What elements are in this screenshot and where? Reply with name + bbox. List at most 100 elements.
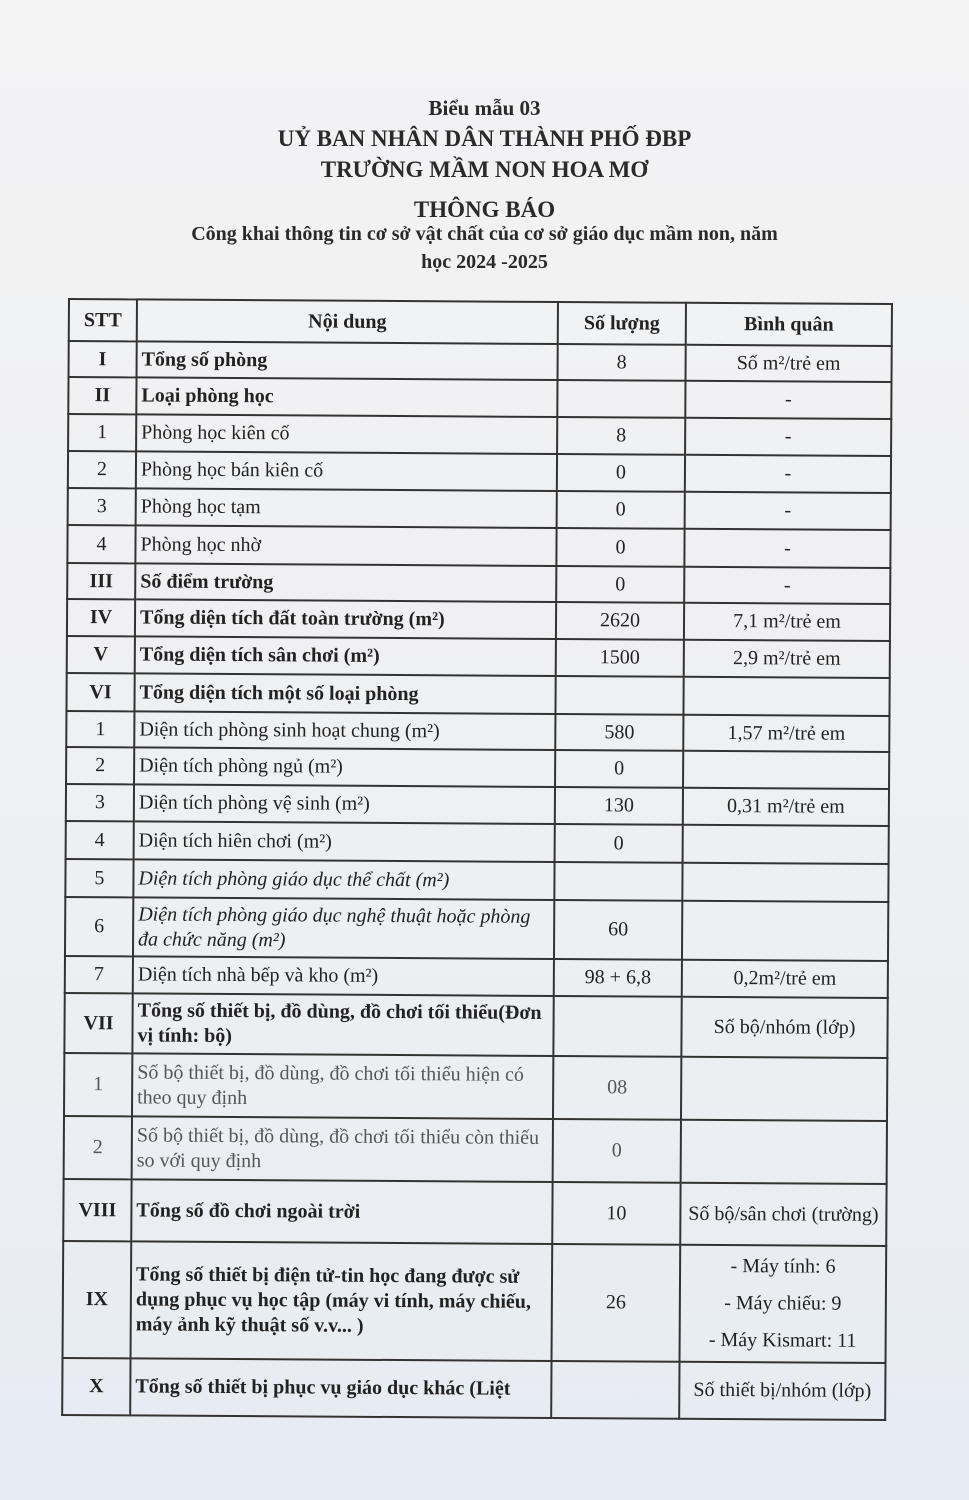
row-average	[683, 750, 890, 790]
row-quantity: 1500	[555, 638, 684, 677]
row-quantity: 8	[557, 416, 686, 455]
row-quantity: 0	[556, 527, 685, 567]
table-row: V Tổng diện tích sân chơi (m²) 1500 2,9 m²/…	[66, 635, 890, 679]
row-content: Phòng học nhờ	[135, 525, 557, 566]
table-row: VI Tổng diện tích một số loại phòng	[66, 672, 890, 717]
row-quantity: 98 + 6,8	[553, 958, 682, 997]
row-stt: V	[66, 635, 135, 674]
row-quantity	[553, 995, 682, 1057]
row-content: Tổng số thiết bị phục vụ giáo dục khác (…	[130, 1358, 552, 1418]
row-average: 1,57 m²/trẻ em	[683, 714, 890, 753]
row-stt: 4	[67, 525, 136, 564]
row-average	[680, 1119, 887, 1185]
row-average: Số bộ/sân chơi (trường)	[680, 1182, 887, 1247]
doc-subtitle-line1: Công khai thông tin cơ sở vật chất của c…	[191, 223, 778, 245]
row-stt: VII	[64, 992, 133, 1054]
table-row: 3 Phòng học tạm 0-	[67, 488, 891, 531]
row-content: Số điểm trường	[135, 563, 557, 602]
table-row: 6 Diện tích phòng giáo dục nghệ thuật hoặ…	[64, 896, 889, 962]
row-average: 2,9 m²/trẻ em	[683, 639, 890, 679]
table-row: 5 Diện tích phòng giáo dục thể chất (m²)	[65, 858, 889, 903]
row-average: -	[684, 454, 892, 494]
row-content: Diện tích phòng giáo dục thể chất (m²)	[133, 859, 555, 900]
table-row: 1 Phòng học kiên cố 8-	[68, 414, 892, 457]
row-quantity: 580	[555, 713, 684, 751]
row-content: Diện tích hiên chơi (m²)	[133, 821, 555, 862]
row-quantity: 08	[552, 1055, 682, 1120]
col-header-quantity: Số lượng	[557, 301, 686, 345]
row-content: Diện tích phòng sinh hoạt chung (m²)	[134, 711, 556, 750]
row-stt: II	[68, 377, 137, 415]
row-quantity	[557, 379, 686, 418]
row-average	[682, 824, 889, 865]
table-row: X Tổng số thiết bị phục vụ giáo dục khác …	[62, 1357, 886, 1421]
row-stt: 5	[65, 858, 134, 898]
average-list-item: - Máy tính: 6	[730, 1255, 836, 1278]
row-quantity	[554, 861, 683, 901]
row-content: Tổng diện tích đất toàn trường (m²)	[134, 599, 557, 639]
row-quantity: 2620	[555, 601, 685, 640]
facilities-table: STT Nội dung Số lượng Bình quân I Tổng số…	[61, 298, 893, 1421]
row-quantity: 0	[556, 453, 686, 492]
doc-title: THÔNG BÁO	[413, 197, 556, 222]
row-quantity: 0	[556, 565, 685, 603]
row-average: -	[685, 417, 892, 457]
table-row: I Tổng số phòng 8 Số m²/trẻ em	[68, 341, 892, 383]
average-list-item: - Máy chiếu: 9	[724, 1292, 842, 1315]
row-average: Số bộ/nhóm (lớp)	[681, 996, 888, 1059]
row-average: -	[685, 380, 892, 420]
row-content: Phòng học kiên cố	[136, 414, 558, 454]
average-list-item: - Máy Kismart: 11	[708, 1328, 857, 1352]
row-quantity: 60	[553, 899, 683, 960]
row-content: Tổng số đồ chơi ngoài trời	[131, 1179, 553, 1244]
table-row: 7 Diện tích nhà bếp và kho (m²) 98 + 6,8 0,…	[64, 955, 888, 999]
table-row: 2 Phòng học bán kiên cố 0-	[67, 451, 892, 494]
form-number: Biểu mẫu 03	[428, 96, 541, 120]
table-row: II Loại phòng học -	[68, 377, 892, 420]
row-quantity: 0	[552, 1118, 681, 1183]
table-row: 3 Diện tích phòng vệ sinh (m²) 130 0,31 m²/…	[65, 783, 890, 827]
row-stt: 3	[67, 488, 136, 526]
table-row: 4 Diện tích hiên chơi (m²) 0	[65, 820, 889, 865]
col-header-stt: STT	[68, 299, 137, 342]
row-content: Loại phòng học	[136, 377, 558, 417]
row-average	[683, 676, 890, 717]
row-content: Tổng diện tích sân chơi (m²)	[134, 636, 556, 676]
row-quantity: 0	[556, 490, 685, 529]
row-stt: 1	[64, 1052, 133, 1117]
row-content: Diện tích phòng ngủ (m²)	[134, 747, 556, 787]
row-average-list: - Máy tính: 6 - Máy chiếu: 9 - Máy Kismart…	[679, 1244, 887, 1364]
row-content: Diện tích nhà bếp và kho (m²)	[132, 956, 554, 996]
row-quantity	[551, 1360, 680, 1419]
row-stt: 2	[66, 746, 135, 785]
row-average	[680, 1056, 888, 1122]
row-average	[681, 900, 889, 962]
doc-subtitle-line2: học 2024 -2025	[421, 251, 548, 273]
row-average: 7,1 m²/trẻ em	[683, 602, 891, 642]
row-content: Tổng diện tích một số loại phòng	[134, 673, 556, 714]
row-stt: X	[62, 1357, 131, 1416]
authority-name: UỶ BAN NHÂN DÂN THÀNH PHỐ ĐBP	[277, 126, 692, 151]
row-average: -	[684, 566, 891, 605]
row-content: Tổng số thiết bị điện tử-tin học đang đư…	[130, 1241, 553, 1361]
row-stt: 2	[67, 451, 137, 489]
row-quantity	[555, 675, 684, 715]
row-quantity: 26	[551, 1243, 681, 1362]
row-stt: 2	[63, 1115, 133, 1180]
table-row: IV Tổng diện tích đất toàn trường (m²) 262…	[66, 599, 891, 642]
row-stt: IV	[66, 599, 136, 637]
row-quantity: 0	[555, 749, 684, 788]
table-row: 2 Số bộ thiết bị, đồ dùng, đồ chơi tối th…	[63, 1115, 887, 1185]
row-content: Tổng số phòng	[136, 341, 558, 380]
row-stt: 7	[64, 955, 133, 994]
row-stt: I	[68, 341, 137, 378]
row-stt: VIII	[63, 1178, 132, 1242]
row-content: Diện tích phòng vệ sinh (m²)	[133, 784, 556, 824]
table-row: 2 Diện tích phòng ngủ (m²) 0	[66, 746, 890, 790]
table-row: III Số điểm trường 0-	[67, 563, 891, 605]
row-stt: 1	[68, 414, 137, 452]
row-average: 0,31 m²/trẻ em	[682, 787, 890, 827]
row-average	[682, 862, 889, 903]
row-average: -	[684, 491, 891, 531]
